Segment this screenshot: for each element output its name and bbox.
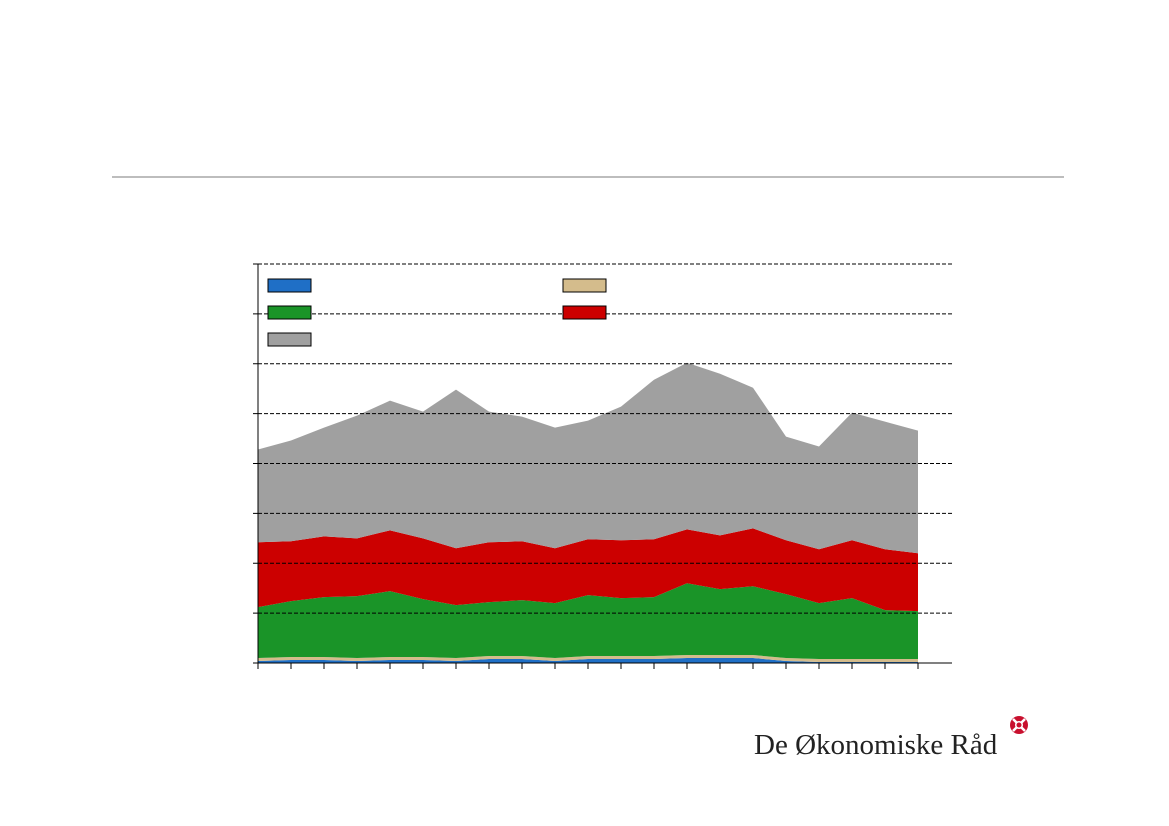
- legend-swatch: [267, 332, 312, 347]
- logo-icon: [1010, 716, 1028, 734]
- chart: [253, 263, 952, 669]
- legend-swatch: [562, 278, 607, 293]
- legend-swatch: [267, 278, 312, 293]
- area: [258, 583, 918, 660]
- legend-swatch: [267, 305, 312, 320]
- area: [258, 655, 918, 663]
- area: [258, 658, 918, 663]
- logo-text: De Økonomiske Råd: [754, 729, 998, 761]
- area: [258, 528, 918, 612]
- legend-swatch: [562, 305, 607, 320]
- area: [258, 362, 918, 554]
